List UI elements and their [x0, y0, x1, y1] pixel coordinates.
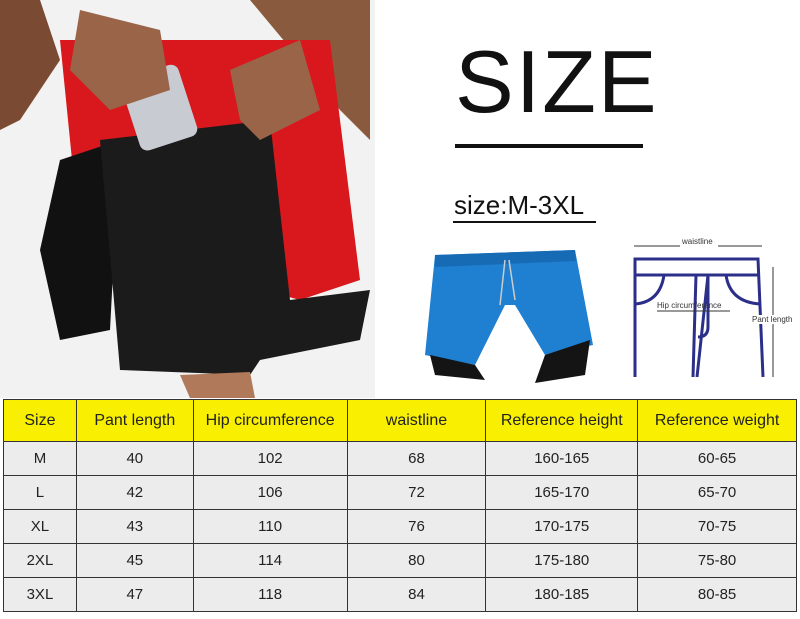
table-cell: 76 [346, 509, 487, 544]
title-underline [455, 144, 643, 148]
table-cell: 72 [346, 475, 487, 510]
table-cell: 45 [75, 543, 194, 578]
table-row: L 42 106 72 165-170 65-70 [3, 475, 797, 510]
table-cell: 114 [192, 543, 348, 578]
product-photo [0, 0, 375, 398]
table-cell: M [3, 441, 77, 476]
table-row: 3XL 47 118 84 180-185 80-85 [3, 577, 797, 612]
table-cell: 165-170 [485, 475, 639, 510]
table-cell: 80 [346, 543, 487, 578]
table-cell: 102 [192, 441, 348, 476]
table-cell: 68 [346, 441, 487, 476]
table-row: M 40 102 68 160-165 60-65 [3, 441, 797, 476]
waistline-label: waistline [682, 237, 713, 246]
table-cell: XL [3, 509, 77, 544]
table-cell: 175-180 [485, 543, 639, 578]
table-header-row: Size Pant length Hip circumference waistlin… [3, 399, 797, 442]
table-cell: 2XL [3, 543, 77, 578]
table-cell: 43 [75, 509, 194, 544]
table-row: 2XL 45 114 80 175-180 75-80 [3, 543, 797, 578]
table-cell: 84 [346, 577, 487, 612]
table-cell: 160-165 [485, 441, 639, 476]
table-cell: 65-70 [637, 475, 797, 510]
table-cell: 42 [75, 475, 194, 510]
table-cell: 80-85 [637, 577, 797, 612]
page-title: SIZE [455, 32, 659, 131]
table-cell: 75-80 [637, 543, 797, 578]
table-cell: 3XL [3, 577, 77, 612]
column-header: Reference height [485, 399, 639, 442]
column-header: Pant length [75, 399, 194, 442]
table-row: XL 43 110 76 170-175 70-75 [3, 509, 797, 544]
table-cell: 47 [75, 577, 194, 612]
table-cell: 180-185 [485, 577, 639, 612]
table-cell: 106 [192, 475, 348, 510]
column-header: Reference weight [637, 399, 797, 442]
pant-length-label: Pant length [752, 315, 793, 324]
size-table: Size Pant length Hip circumference waistlin… [3, 399, 797, 612]
table-cell: 40 [75, 441, 194, 476]
column-header: Hip circumference [192, 399, 348, 442]
table-cell: 110 [192, 509, 348, 544]
column-header: Size [3, 399, 77, 442]
subtitle-underline [453, 221, 596, 223]
table-cell: 170-175 [485, 509, 639, 544]
size-range: size:M-3XL [454, 190, 585, 220]
table-cell: 118 [192, 577, 348, 612]
table-cell: 60-65 [637, 441, 797, 476]
size-diagram: waistline Hip circumference Pant length [620, 232, 800, 382]
blue-shorts-image [425, 250, 593, 383]
table-cell: L [3, 475, 77, 510]
table-cell: 70-75 [637, 509, 797, 544]
column-header: waistline [346, 399, 487, 442]
hip-circumference-label: Hip circumference [657, 301, 722, 310]
